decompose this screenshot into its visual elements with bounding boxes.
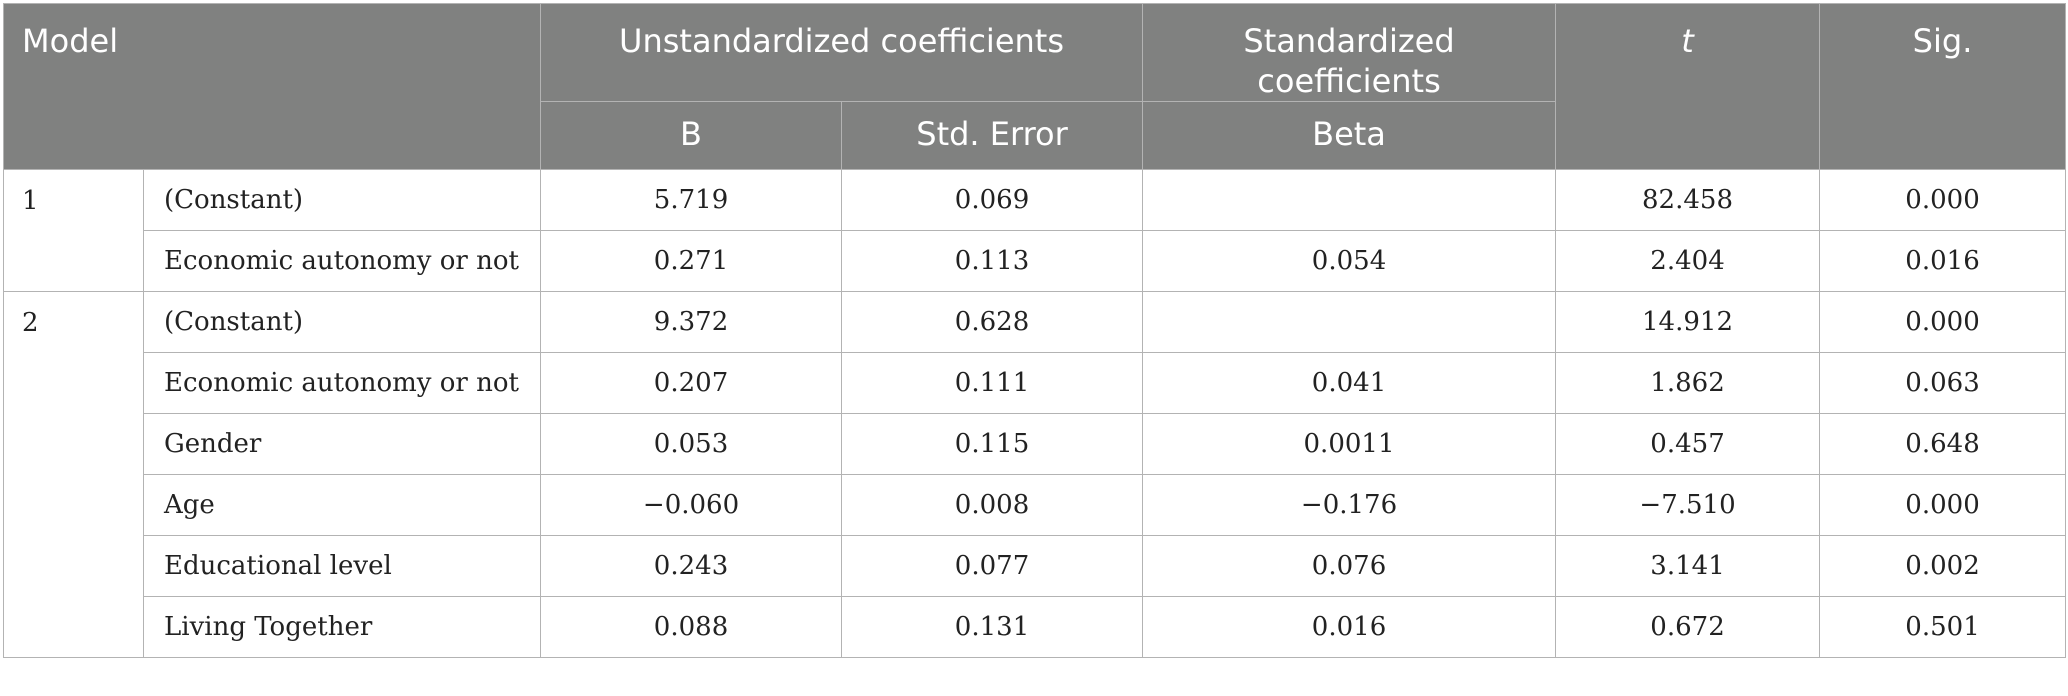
t-cell: 1.862 — [1555, 352, 1821, 414]
t-cell: 0.457 — [1555, 413, 1821, 475]
header-t: t — [1555, 3, 1821, 170]
b-cell: −0.060 — [540, 474, 843, 536]
header-model: Model — [2, 3, 542, 170]
header-std-error: Std. Error — [841, 101, 1144, 170]
beta-cell: 0.016 — [1142, 596, 1557, 658]
sig-cell: 0.000 — [1819, 169, 2067, 231]
b-cell: 9.372 — [540, 291, 843, 353]
table-row: Gender 0.053 0.115 0.0011 0.457 0.648 — [4, 413, 2067, 475]
header-sig: Sig. — [1819, 3, 2067, 170]
sig-cell: 0.648 — [1819, 413, 2067, 475]
variable-cell: Educational level — [142, 535, 542, 597]
std-error-cell: 0.131 — [841, 596, 1144, 658]
b-cell: 0.088 — [540, 596, 843, 658]
regression-coefficients-table: Model Unstandardized coefficients Standa… — [2, 3, 2067, 658]
beta-cell: 0.041 — [1142, 352, 1557, 414]
std-error-cell: 0.113 — [841, 230, 1144, 292]
sig-cell: 0.002 — [1819, 535, 2067, 597]
table-row: Economic autonomy or not 0.207 0.111 0.0… — [4, 352, 2067, 414]
t-cell: 0.672 — [1555, 596, 1821, 658]
variable-cell: Gender — [142, 413, 542, 475]
beta-cell: −0.176 — [1142, 474, 1557, 536]
t-cell: 3.141 — [1555, 535, 1821, 597]
b-cell: 5.719 — [540, 169, 843, 231]
variable-cell: Age — [142, 474, 542, 536]
variable-cell: (Constant) — [142, 169, 542, 231]
sig-cell: 0.016 — [1819, 230, 2067, 292]
header-unstandardized-coefficients: Unstandardized coefficients — [540, 3, 1144, 102]
std-error-cell: 0.115 — [841, 413, 1144, 475]
beta-cell: 0.076 — [1142, 535, 1557, 597]
sig-cell: 0.063 — [1819, 352, 2067, 414]
t-cell: 14.912 — [1555, 291, 1821, 353]
std-error-cell: 0.077 — [841, 535, 1144, 597]
model-label: 1 — [3, 169, 144, 292]
t-cell: −7.510 — [1555, 474, 1821, 536]
table-row: Living Together 0.088 0.131 0.016 0.672 … — [4, 596, 2067, 658]
table-row: Educational level 0.243 0.077 0.076 3.14… — [4, 535, 2067, 597]
beta-cell — [1142, 169, 1557, 231]
std-error-cell: 0.008 — [841, 474, 1144, 536]
beta-cell: 0.0011 — [1142, 413, 1557, 475]
b-cell: 0.243 — [540, 535, 843, 597]
table-body: 1 (Constant) 5.719 0.069 82.458 0.000 Ec… — [3, 169, 2067, 658]
std-error-cell: 0.628 — [841, 291, 1144, 353]
b-cell: 0.271 — [540, 230, 843, 292]
std-error-cell: 0.111 — [841, 352, 1144, 414]
beta-cell: 0.054 — [1142, 230, 1557, 292]
table-row: 1 (Constant) 5.719 0.069 82.458 0.000 — [3, 169, 2067, 292]
std-error-cell: 0.069 — [841, 169, 1144, 231]
variable-cell: Economic autonomy or not — [142, 352, 542, 414]
sig-cell: 0.000 — [1819, 291, 2067, 353]
model-label: 2 — [3, 291, 144, 658]
sig-cell: 0.000 — [1819, 474, 2067, 536]
b-cell: 0.207 — [540, 352, 843, 414]
t-cell: 82.458 — [1555, 169, 1821, 231]
table-row: Economic autonomy or not 0.271 0.113 0.0… — [4, 230, 2067, 292]
header-standardized-coefficients: Standardized coefficients — [1142, 3, 1557, 102]
variable-cell: Living Together — [142, 596, 542, 658]
variable-cell: (Constant) — [142, 291, 542, 353]
beta-cell — [1142, 291, 1557, 353]
table-row: 2 (Constant) 9.372 0.628 14.912 0.000 — [3, 291, 2067, 658]
sig-cell: 0.501 — [1819, 596, 2067, 658]
header-beta: Beta — [1142, 101, 1557, 170]
header-b: B — [540, 101, 843, 170]
variable-cell: Economic autonomy or not — [142, 230, 542, 292]
b-cell: 0.053 — [540, 413, 843, 475]
table-header: Model Unstandardized coefficients Standa… — [2, 3, 2067, 170]
table-row: Age −0.060 0.008 −0.176 −7.510 0.000 — [4, 474, 2067, 536]
t-cell: 2.404 — [1555, 230, 1821, 292]
